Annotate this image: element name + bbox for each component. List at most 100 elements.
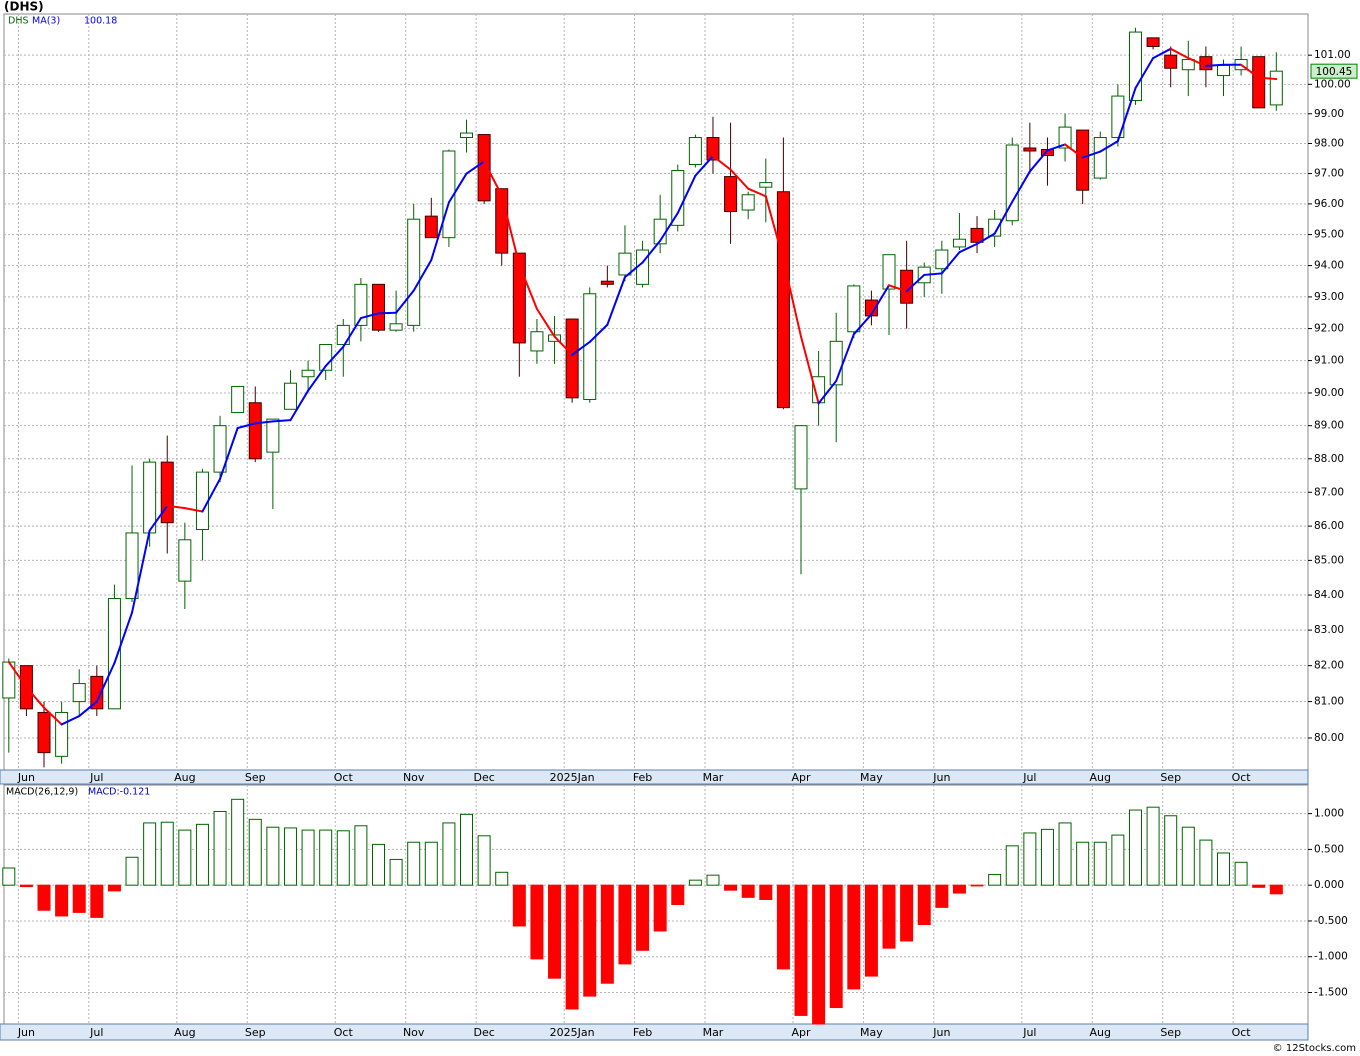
x-tick-label: Jun [17,1026,35,1039]
y-tick-label: 1.000 [1314,808,1344,820]
macd-bar [935,884,949,908]
ma-segment [78,700,98,718]
candle-body [952,238,966,248]
candle-body [776,191,790,409]
x-tick-label: Sep [245,1026,266,1039]
ma-segment [1152,47,1172,60]
y-tick-label: 95.00 [1314,229,1344,241]
ma-segment [1204,63,1225,67]
macd-bar [107,884,121,892]
macd-bar [512,884,526,927]
ma-segment [958,242,979,254]
macd-bar [688,879,702,886]
x-tick-label: 2025Jan [550,1026,595,1039]
macd-bar [389,858,403,886]
legend-ma-value: 100.18 [84,16,117,27]
x-tick-label: Oct [1232,1026,1252,1039]
macd-bar [1093,841,1107,886]
candle-body [477,134,491,202]
macd-bar [776,884,790,970]
ma-segment [254,420,274,425]
y-tick-label: 94.00 [1314,260,1344,272]
candle-body [1093,137,1107,179]
candle-body [618,252,632,276]
x-tick-label: Dec [473,1026,494,1039]
candle-body [354,283,368,326]
ma-segment [1081,150,1102,159]
candle-body [1181,59,1195,71]
candle-body [970,227,984,243]
candle-body [688,137,702,166]
candle-body [37,711,51,754]
y-tick-label: -1.000 [1314,951,1348,963]
macd-bar [248,818,262,886]
macd-bar [1199,839,1213,886]
macd-legend: MACD:-0.121 [88,787,150,798]
ma-segment [483,160,503,197]
x-tick-label: Mar [703,1026,724,1039]
candle-body [72,683,86,703]
x-tick-label: Aug [1090,1026,1111,1039]
macd-title: MACD(26,12,9) [6,787,78,798]
macd-bar [1216,852,1230,886]
macd-bar [19,884,33,888]
candle-body [1076,129,1090,191]
macd-bar [371,843,385,886]
y-tick-label: 83.00 [1314,624,1344,636]
candle-body [1023,147,1037,152]
x-tick-label: Apr [791,771,811,784]
candle-body [1005,144,1019,222]
macd-bar [72,884,86,913]
macd-bar [1005,845,1019,886]
ma-segment [835,333,855,382]
x-tick-label: Dec [473,771,494,784]
candle-body [389,323,403,331]
ma-segment [694,155,714,177]
macd-bar [530,884,544,960]
macd-bar [1269,884,1283,895]
legend-ma: MA(3) [32,16,60,27]
x-tick-label: Jun [932,771,950,784]
macd-bar [160,821,174,886]
macd-bar [213,810,227,886]
macd-bar [671,884,685,905]
y-tick-label: 80.00 [1314,732,1344,744]
macd-bar [1164,815,1178,886]
y-tick-label: 84.00 [1314,589,1344,601]
ma-segment [870,284,891,316]
candle-body [107,598,121,710]
ma-segment [1134,57,1155,90]
candle-body [90,675,104,710]
ma-segment [500,194,521,266]
ma-segment [729,168,750,190]
candle-body [178,539,192,582]
x-tick-label: Mar [703,771,724,784]
x-tick-label: Feb [633,1026,652,1039]
ma-segment [359,312,380,320]
y-tick-label: -1.500 [1314,987,1348,999]
date-strip [0,1023,1309,1041]
y-tick-label: 101.00 [1314,49,1351,61]
ma-segment [289,389,310,422]
candle-body [724,176,738,213]
ma-segment [676,174,697,215]
macd-bar [583,884,597,997]
candle-body [565,318,579,399]
macd-bar [600,884,614,984]
macd-bar [917,884,931,926]
macd-bar [125,856,139,886]
candle-body [160,461,174,524]
candle-body [231,385,245,414]
ma-segment [236,422,257,429]
ma-segment [377,311,398,315]
x-tick-label: Apr [791,1026,811,1039]
candle-body [371,283,385,331]
y-tick-label: 90.00 [1314,387,1344,399]
candle-body [1216,64,1230,77]
macd-bar [424,841,438,886]
candle-body [1252,56,1266,109]
x-tick-label: Jun [17,771,35,784]
macd-bar [495,871,509,886]
x-tick-label: Jun [932,1026,950,1039]
x-tick-label: May [860,1026,883,1039]
